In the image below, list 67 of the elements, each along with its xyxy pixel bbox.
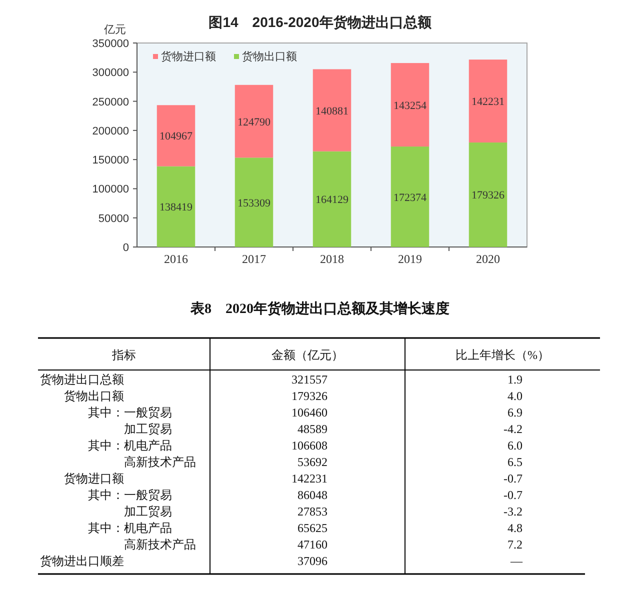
cell: -0.7	[504, 471, 522, 486]
header: 金额（亿元）	[272, 348, 344, 362]
row-label: 货物进出口总额	[40, 372, 124, 386]
data-label: 138419	[160, 202, 192, 214]
row-label: 货物进口额	[64, 471, 124, 486]
ytick: 0	[122, 242, 129, 254]
title: 图14 2016-2020年货物进出口总额	[208, 14, 432, 30]
ytick: 300000	[92, 67, 129, 80]
cell: 142231	[292, 471, 328, 486]
ytick: 350000	[92, 38, 129, 50]
header: 指标	[112, 348, 136, 362]
data-label: 179326	[472, 190, 504, 202]
xtick: 2020	[476, 252, 500, 266]
cell: -4.2	[504, 422, 522, 436]
cell: 7.2	[508, 537, 522, 552]
xtick: 2017	[242, 252, 266, 266]
cell: 86048	[298, 488, 328, 502]
row-label: 其中：机电产品	[88, 520, 172, 535]
legend-text: 货物进口额	[161, 51, 216, 63]
header: 比上年增长（%）	[456, 348, 550, 362]
cell: 321557	[292, 372, 328, 386]
row-label: 其中：一般贸易	[88, 488, 172, 502]
xtick: 2016	[164, 252, 188, 266]
row-label: 货物进出口顺差	[40, 554, 124, 568]
cell: —	[510, 554, 522, 568]
row-label: 其中：机电产品	[88, 438, 172, 452]
legend-text: 货物出口额	[242, 51, 297, 63]
cell: 1.9	[508, 372, 522, 386]
cell: 106460	[292, 405, 328, 420]
data-label: 140881	[316, 105, 348, 118]
cell: 6.9	[508, 405, 522, 420]
row-label: 加工贸易	[124, 504, 172, 518]
data-label: 104967	[160, 130, 192, 143]
cell: 27853	[298, 504, 328, 518]
cell: 47160	[298, 537, 328, 552]
ytick: 200000	[92, 125, 129, 138]
row-label: 高新技术产品	[124, 537, 196, 552]
row-label: 高新技术产品	[124, 454, 196, 469]
cell: 4.8	[508, 520, 522, 535]
ytick: 250000	[92, 96, 129, 108]
ytick: 50000	[98, 212, 129, 225]
data-label: 153309	[238, 197, 270, 210]
cell: 179326	[292, 388, 328, 403]
cell: 4.0	[508, 388, 522, 403]
ylabel: 亿元	[104, 24, 126, 36]
data-label: 172374	[394, 192, 426, 204]
row-label: 货物出口额	[64, 388, 124, 403]
cell: 65625	[298, 520, 328, 535]
cell: 6.5	[508, 454, 522, 469]
cell: 106608	[292, 438, 328, 452]
ytick: 150000	[92, 154, 129, 167]
ytick: 100000	[92, 184, 129, 196]
cell: -0.7	[504, 488, 522, 502]
title: 表8 2020年货物进出口总额及其增长速度	[190, 302, 450, 317]
cell: 53692	[298, 454, 328, 469]
data-label: 164129	[316, 194, 348, 206]
data-label: 143254	[394, 100, 426, 112]
data-label: 142231	[472, 96, 504, 108]
xtick: 2018	[320, 252, 344, 266]
cell: 48589	[298, 422, 328, 436]
cell: 37096	[298, 554, 328, 568]
xtick: 2019	[398, 252, 422, 266]
cell: 6.0	[508, 438, 522, 452]
row-label: 其中：一般贸易	[88, 405, 172, 420]
row-label: 加工贸易	[124, 422, 172, 436]
data-label: 124790	[238, 116, 270, 128]
cell: -3.2	[504, 504, 522, 518]
